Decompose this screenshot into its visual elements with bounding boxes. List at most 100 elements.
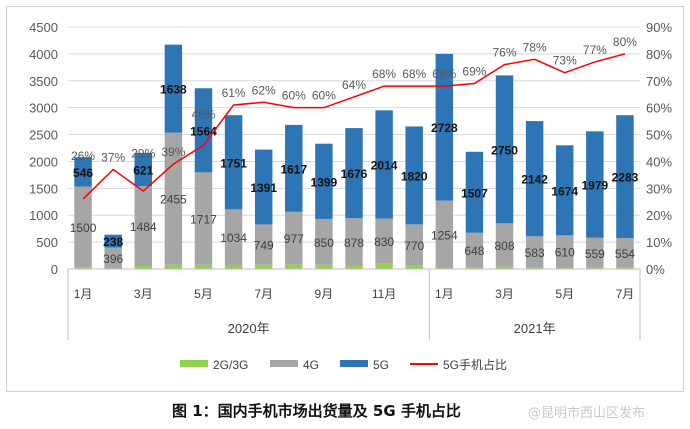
x-tick-label: 1月 xyxy=(74,287,93,301)
y-left-tick-label: 2500 xyxy=(29,128,58,143)
legend-label: 5G手机占比 xyxy=(443,357,507,372)
bar-4G xyxy=(616,237,634,268)
data-label-4g: 396 xyxy=(103,252,123,266)
bar-4G xyxy=(345,218,363,266)
y-left-tick-label: 1500 xyxy=(29,181,58,196)
data-label-5g: 238 xyxy=(103,235,123,249)
bar-4G xyxy=(586,237,604,268)
data-label-share: 26% xyxy=(71,149,95,163)
data-label-4g: 1500 xyxy=(70,221,97,235)
data-label-5g: 1751 xyxy=(220,156,247,170)
y-left-tick-label: 0 xyxy=(51,262,58,277)
data-label-5g: 2728 xyxy=(431,121,458,135)
bar-2G/3G xyxy=(495,266,514,269)
chart-frame xyxy=(6,6,684,392)
data-label-share: 68% xyxy=(432,67,456,81)
bar-4G xyxy=(254,224,273,265)
data-label-share: 61% xyxy=(222,86,246,100)
data-label-5g: 1399 xyxy=(311,175,338,189)
bar-5G xyxy=(405,126,423,225)
bar-4G xyxy=(495,223,514,267)
data-label-4g: 850 xyxy=(314,236,334,250)
data-label-4g: 770 xyxy=(404,239,424,253)
bar-2G/3G xyxy=(194,264,213,269)
data-label-5g: 1820 xyxy=(401,169,428,183)
y-right-tick-label: 30% xyxy=(646,181,672,196)
data-label-5g: 1676 xyxy=(341,167,368,181)
bar-4G xyxy=(74,186,92,268)
legend-swatch xyxy=(340,360,368,367)
bar-5G xyxy=(254,149,273,225)
data-label-share: 29% xyxy=(131,147,155,161)
bar-2G/3G xyxy=(345,265,363,269)
data-label-5g: 2014 xyxy=(371,159,398,173)
y-right-tick-label: 50% xyxy=(646,128,672,143)
data-label-4g: 1484 xyxy=(130,220,157,234)
bar-2G/3G xyxy=(616,267,634,269)
data-label-share: 68% xyxy=(402,67,426,81)
data-label-5g: 1979 xyxy=(581,179,608,193)
bar-5G xyxy=(224,115,243,210)
data-label-share: 60% xyxy=(312,89,336,103)
bar-2G/3G xyxy=(134,266,152,269)
x-tick-label: 5月 xyxy=(555,287,574,301)
bar-2G/3G xyxy=(315,264,333,269)
bar-5G xyxy=(134,152,152,187)
bar-5G xyxy=(104,234,122,248)
x-tick-label: 11月 xyxy=(372,287,396,301)
x-tick-label: 7月 xyxy=(616,287,635,301)
data-label-share: 76% xyxy=(493,46,517,60)
y-left-tick-label: 4500 xyxy=(29,20,58,35)
y-left-tick-label: 500 xyxy=(36,235,58,250)
legend-label: 4G xyxy=(303,358,319,372)
data-label-share: 39% xyxy=(161,145,185,159)
bar-5G xyxy=(74,157,92,187)
bar-4G xyxy=(375,218,393,264)
data-label-share: 69% xyxy=(462,64,486,78)
y-left-tick-label: 3000 xyxy=(29,101,58,116)
y-left-tick-label: 3500 xyxy=(29,74,58,89)
data-label-4g: 554 xyxy=(615,247,635,261)
x-tick-label: 1月 xyxy=(435,287,454,301)
bar-2G/3G xyxy=(405,265,423,269)
bar-5G xyxy=(375,110,393,219)
bar-2G/3G xyxy=(254,264,273,269)
data-label-4g: 610 xyxy=(555,246,575,260)
y-right-tick-label: 10% xyxy=(646,235,672,250)
x-tick-label: 3月 xyxy=(495,287,514,301)
legend-label: 2G/3G xyxy=(213,358,248,372)
bar-4G xyxy=(164,132,183,265)
x-tick-label: 7月 xyxy=(254,287,273,301)
x-tick-label: 5月 xyxy=(194,287,213,301)
data-label-5g: 1674 xyxy=(551,184,578,198)
bar-4G xyxy=(224,209,243,265)
bar-4G xyxy=(315,218,333,265)
data-label-5g: 621 xyxy=(133,164,153,178)
bar-2G/3G xyxy=(285,264,303,269)
data-label-share: 60% xyxy=(282,89,306,103)
bar-4G xyxy=(134,186,152,267)
bar-5G xyxy=(435,53,454,201)
data-label-4g: 1254 xyxy=(431,228,458,242)
data-label-share: 68% xyxy=(372,67,396,81)
y-right-tick-label: 40% xyxy=(646,154,672,169)
data-label-5g: 2283 xyxy=(612,171,639,185)
bar-2G/3G xyxy=(164,264,183,269)
bar-5G xyxy=(164,44,183,133)
data-label-share: 77% xyxy=(583,43,607,57)
bar-2G/3G xyxy=(465,267,484,269)
x-group-label: 2021年 xyxy=(514,321,556,336)
data-label-4g: 977 xyxy=(284,232,304,246)
data-label-4g: 2455 xyxy=(160,193,187,207)
data-label-4g: 808 xyxy=(495,239,515,253)
y-right-tick-label: 20% xyxy=(646,208,672,223)
bar-5G xyxy=(586,131,604,238)
data-label-5g: 1617 xyxy=(280,162,307,176)
data-label-5g: 1391 xyxy=(250,181,277,195)
bar-4G xyxy=(104,247,122,269)
data-label-4g: 648 xyxy=(464,244,484,258)
y-left-tick-label: 2000 xyxy=(29,154,58,169)
y-right-tick-label: 90% xyxy=(646,20,672,35)
data-label-share: 78% xyxy=(523,40,547,54)
